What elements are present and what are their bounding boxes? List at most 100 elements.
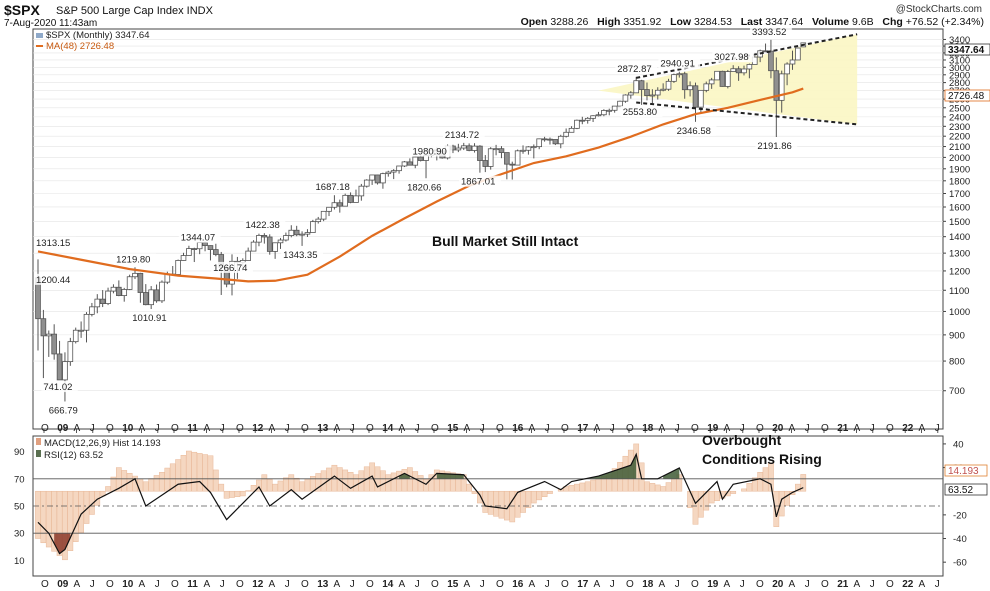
macd-bar	[741, 488, 747, 492]
x-axis-label-top: O	[431, 423, 439, 434]
candle-body	[638, 80, 645, 90]
macd-legend-label: MACD(12,26,9) Hist 14.193	[44, 438, 161, 449]
candle-body	[385, 171, 392, 175]
price-grid	[33, 39, 943, 392]
x-axis-label-top: J	[610, 423, 615, 434]
macd-bar	[293, 477, 300, 492]
x-axis-label: O	[691, 579, 699, 590]
annotation-bg	[442, 128, 485, 140]
macd-bar	[191, 451, 198, 492]
candle-body	[51, 333, 57, 355]
open-label: Open	[520, 16, 548, 28]
price-tick-label: 1300	[949, 249, 970, 260]
annotation-bg	[712, 51, 755, 63]
low-value: 3284.53	[693, 16, 732, 28]
candle-body	[568, 127, 575, 133]
candle-body	[380, 173, 386, 184]
rsi-tick-label: 90	[14, 447, 25, 458]
x-axis-label-top: J	[90, 423, 95, 434]
x-axis-label: O	[886, 579, 894, 590]
annotation-bg	[130, 312, 173, 324]
macd-bar	[525, 490, 532, 509]
annotation-label: 2940.91	[660, 59, 694, 70]
annotation-label: 2191.86	[757, 141, 791, 152]
x-axis-label-top: O	[496, 423, 504, 434]
x-axis-label: J	[675, 579, 680, 590]
macd-y-axis: 4020-20-40-60	[943, 439, 967, 569]
candle-body	[784, 63, 790, 75]
macd-bar	[541, 490, 548, 497]
x-axis-label: A	[269, 579, 276, 590]
macd-bar	[229, 490, 235, 498]
x-axis-label: A	[659, 579, 666, 590]
candle-body	[628, 92, 634, 96]
annotation-label: 2134.72	[445, 130, 479, 141]
price-tick-label: 1100	[949, 286, 969, 297]
candle-body	[584, 117, 591, 121]
macd-tick-label: -40	[953, 534, 967, 545]
annotation-bg	[34, 236, 76, 248]
x-axis-label-top: J	[545, 423, 550, 434]
rsi-value-tag: 63.52	[944, 483, 988, 496]
candle-body	[455, 147, 462, 151]
x-axis-label-top: 15	[447, 423, 459, 434]
macd-bar	[390, 472, 397, 492]
macd-bar	[380, 470, 386, 492]
x-axis-label-top: O	[821, 423, 829, 434]
candle-body	[687, 85, 693, 91]
x-axis-label-top: J	[155, 423, 160, 434]
chg-value: +76.52 (+2.34%)	[905, 16, 984, 28]
x-axis-label-top: J	[805, 423, 810, 434]
x-axis-label-top: A	[334, 423, 341, 434]
x-axis-label-top: 17	[577, 423, 589, 434]
x-axis-label-top: 18	[642, 423, 654, 434]
x-axis-label-top: A	[659, 423, 666, 434]
trendline-lower	[636, 101, 858, 126]
macd-bar	[417, 475, 424, 492]
candle-body	[121, 289, 128, 296]
price-y-axis: 700 800 900 1000 1100 1200 1300 1400 1500 1600 170…	[943, 35, 970, 397]
annotation-bg	[620, 106, 663, 118]
annotation-bg	[674, 124, 717, 136]
candle-body	[99, 298, 106, 304]
candle-body	[622, 94, 629, 102]
ma-price-tag-label: 2726.48	[948, 91, 985, 102]
x-axis-label-top: A	[204, 423, 211, 434]
candle-body	[778, 73, 785, 101]
macd-bar	[401, 469, 408, 492]
macd-bar	[584, 481, 591, 492]
macd-bar	[649, 483, 656, 492]
candle-body	[277, 239, 284, 244]
rsi-legend-swatch	[36, 450, 41, 457]
annotation-label: 1980.90	[413, 147, 447, 158]
macd-bar	[35, 490, 41, 539]
price-tick-label: 1400	[949, 232, 970, 243]
candle-body	[78, 329, 84, 332]
candle-body	[83, 313, 90, 331]
price-tick-label: 2000	[949, 153, 970, 164]
macd-bar	[784, 490, 790, 506]
x-axis-label-top: O	[106, 423, 114, 434]
x-axis-label-top: O	[756, 423, 764, 434]
x-axis-label-top: 12	[252, 423, 264, 434]
macd-bar	[595, 477, 602, 492]
candle-body	[681, 73, 688, 91]
x-axis-label-top: 09	[57, 423, 69, 434]
x-axis-label: A	[139, 579, 146, 590]
x-axis-label-top: A	[789, 423, 796, 434]
annotation-bg	[750, 25, 792, 37]
x-axis-label: 18	[642, 579, 654, 590]
annotation-bg	[313, 181, 356, 193]
x-axis-label-top: J	[935, 423, 940, 434]
x-axis-label: J	[740, 579, 745, 590]
candle-body	[304, 232, 311, 235]
candle-body	[692, 85, 699, 108]
annotation-label: 741.02	[43, 382, 72, 393]
macd-bar	[487, 490, 494, 515]
x-axis-label: A	[854, 579, 861, 590]
macd-bar	[299, 481, 305, 492]
macd-bar	[520, 490, 526, 513]
candle-body	[407, 161, 413, 166]
candle-body	[563, 131, 569, 137]
